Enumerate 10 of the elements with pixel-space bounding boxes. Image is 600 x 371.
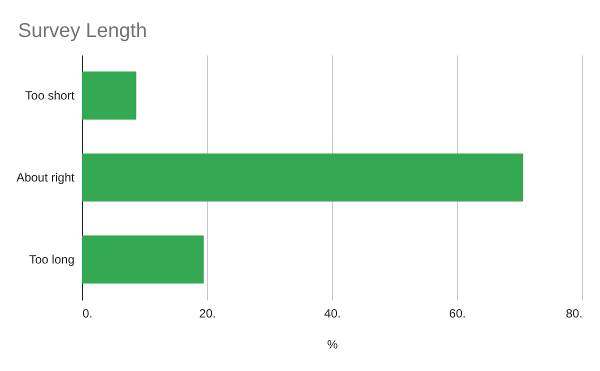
x-tick-label: 60.	[449, 306, 466, 320]
y-tick-label: About right	[16, 170, 76, 184]
x-tick-label: 40.	[324, 306, 341, 320]
x-tick-label: 20.	[199, 306, 216, 320]
y-tick-label: Too long	[29, 252, 74, 266]
chart-title: Survey Length	[18, 20, 147, 42]
x-axis-title: %	[327, 338, 338, 352]
x-tick-label: 0.	[82, 306, 93, 320]
y-tick-label: Too short	[25, 88, 76, 103]
x-tick-label: 80.	[566, 306, 582, 320]
